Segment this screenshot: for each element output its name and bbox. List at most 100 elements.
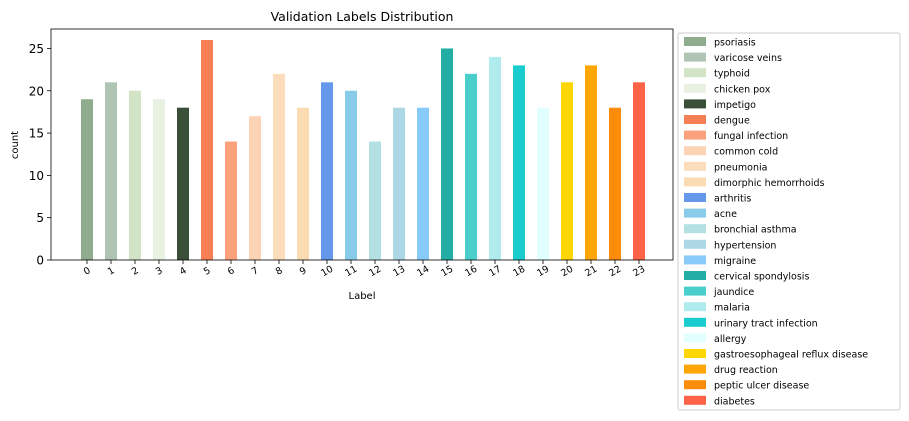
bar-10 [321, 82, 333, 260]
x-tick-label: 2 [130, 265, 141, 278]
bar-9 [297, 107, 309, 260]
x-tick-label: 14 [415, 264, 431, 280]
legend-item-label: peptic ulcer disease [714, 381, 809, 392]
bar-3 [153, 99, 165, 260]
legend-item-label: allergy [714, 334, 747, 345]
x-tick-label: 6 [226, 265, 237, 278]
x-tick-label: 9 [298, 265, 309, 278]
bar-16 [465, 73, 477, 260]
legend-item-label: typhoid [714, 69, 750, 80]
legend-swatch [684, 52, 706, 62]
legend-item-label: dengue [714, 116, 750, 127]
bar-15 [441, 48, 453, 260]
x-tick-label: 5 [202, 265, 213, 278]
x-tick-label: 8 [274, 265, 285, 278]
y-tick-label: 15 [29, 127, 44, 141]
legend-item-label: impetigo [714, 100, 756, 111]
x-tick-label: 20 [559, 264, 575, 280]
x-tick-label: 21 [583, 264, 599, 280]
legend-swatch [684, 83, 706, 93]
legend-swatch [684, 99, 706, 109]
y-axis-label: count [10, 131, 21, 159]
y-axis: 0 5 10 15 20 25 [29, 42, 51, 268]
legend-swatch [684, 115, 706, 124]
bar-4 [177, 107, 189, 260]
legend-swatch [684, 395, 706, 405]
legend-swatch [684, 146, 706, 156]
legend-item-label: hypertension [714, 240, 776, 251]
plot-frame [50, 28, 674, 261]
x-tick-label: 13 [391, 264, 407, 280]
y-tick-label: 10 [29, 169, 44, 183]
legend-swatch [684, 317, 706, 327]
legend-item-label: diabetes [714, 396, 755, 407]
legend-swatch [684, 68, 706, 78]
bar-1 [105, 82, 117, 260]
x-axis: 0 1 2 3 4 5 6 7 8 9 10 11 12 13 14 15 16 17 18 19 20 21 22 23 [82, 260, 647, 279]
bar-20 [561, 82, 573, 260]
bar-11 [345, 90, 357, 261]
x-tick-label: 19 [535, 264, 551, 280]
legend-swatch [684, 161, 706, 171]
bar-0 [81, 99, 93, 260]
legend-frame [677, 32, 901, 411]
bar-2 [129, 90, 141, 261]
legend-item-label: drug reaction [714, 365, 778, 376]
bar-22 [609, 107, 621, 260]
x-tick-label: 7 [250, 265, 261, 278]
legend-item-label: bronchial asthma [714, 225, 797, 236]
legend-item-label: cervical spondylosis [714, 272, 809, 283]
legend-item-label: pneumonia [714, 162, 767, 173]
legend-swatch [684, 255, 706, 265]
legend-swatch [684, 37, 706, 46]
legend-swatch [684, 193, 706, 202]
bar-12 [369, 141, 381, 260]
legend-item-label: acne [714, 209, 737, 220]
legend-swatch [684, 302, 706, 312]
bar-19 [537, 107, 549, 260]
x-tick-label: 18 [511, 264, 527, 280]
bar-6 [225, 141, 237, 260]
y-tick-label: 20 [29, 84, 44, 98]
legend-swatch [684, 349, 706, 358]
x-tick-label: 16 [463, 264, 479, 280]
x-tick-label: 22 [607, 264, 623, 280]
x-tick-label: 12 [367, 264, 383, 280]
legend-item-label: arthritis [714, 194, 751, 205]
chart-title: Validation Labels Distribution [271, 9, 454, 24]
legend-swatch [684, 380, 706, 390]
legend-item-label: chicken pox [714, 84, 771, 95]
x-tick-label: 11 [343, 264, 359, 280]
bar-23 [633, 82, 645, 260]
legend-swatch [684, 239, 706, 249]
legend-item-label: migraine [714, 256, 756, 267]
legend-item-label: dimorphic hemorrhoids [714, 178, 824, 189]
legend-swatch [684, 224, 706, 234]
bar-14 [417, 107, 429, 260]
y-tick-label: 25 [29, 42, 44, 56]
legend-item-label: psoriasis [714, 38, 756, 49]
legend-item-label: gastroesophageal reflux disease [714, 350, 868, 361]
legend-item-label: jaundice [713, 287, 754, 298]
x-tick-label: 15 [439, 264, 455, 280]
legend-swatch [684, 130, 706, 140]
x-tick-label: 10 [319, 264, 335, 280]
x-tick-label: 4 [178, 265, 189, 278]
x-axis-label: Label [349, 291, 376, 302]
legend-item-label: urinary tract infection [714, 318, 818, 329]
bar-21 [585, 65, 597, 260]
bars-group [81, 40, 645, 261]
bar-18 [513, 65, 525, 260]
legend-swatch [684, 208, 706, 218]
bar-17 [489, 56, 501, 260]
legend-item-label: malaria [714, 303, 750, 314]
legend-item-label: fungal infection [714, 131, 788, 142]
y-tick-label: 0 [36, 254, 44, 268]
x-tick-label: 17 [487, 264, 503, 280]
x-tick-label: 23 [631, 264, 647, 280]
x-tick-label: 3 [154, 265, 165, 278]
legend-swatch [684, 364, 706, 374]
bar-8 [273, 73, 285, 260]
legend-swatch [684, 333, 706, 343]
